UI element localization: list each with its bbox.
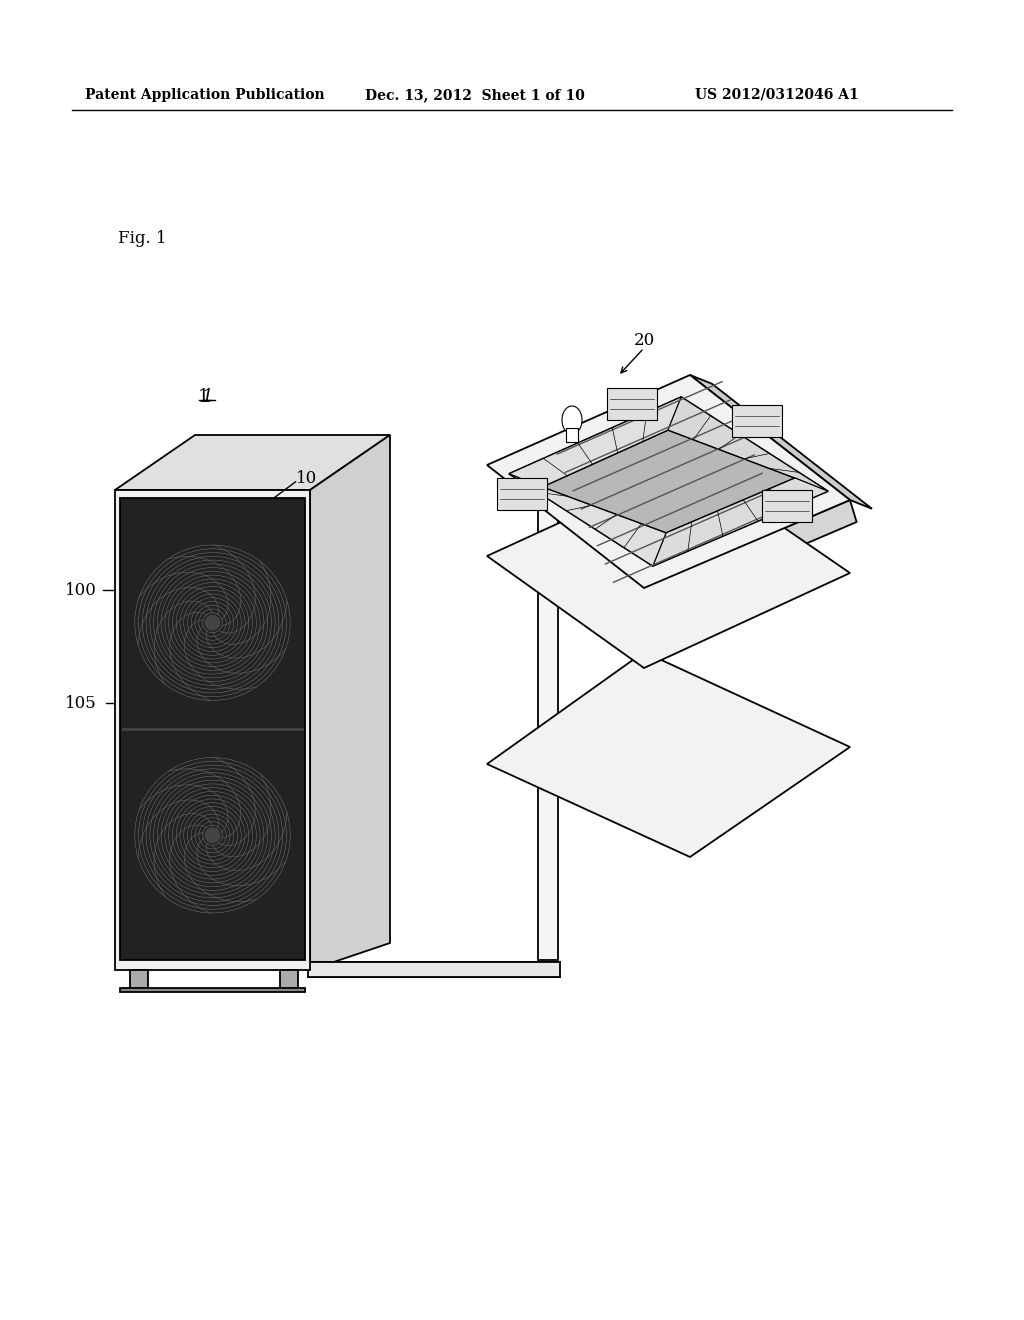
Polygon shape (487, 463, 850, 668)
Bar (308, 962, 560, 977)
Polygon shape (487, 652, 850, 857)
Bar (130, 970, 148, 990)
Polygon shape (487, 375, 850, 587)
Bar (762, 490, 812, 521)
Polygon shape (120, 498, 305, 960)
Polygon shape (509, 397, 828, 566)
Text: Fig. 1: Fig. 1 (118, 230, 167, 247)
Ellipse shape (562, 407, 582, 434)
Polygon shape (310, 436, 390, 970)
Bar (538, 506, 558, 960)
Bar (566, 428, 578, 442)
Text: Patent Application Publication: Patent Application Publication (85, 88, 325, 102)
Bar (497, 478, 547, 510)
Text: 1: 1 (198, 388, 209, 407)
Text: US 2012/0312046 A1: US 2012/0312046 A1 (695, 88, 859, 102)
Polygon shape (542, 430, 795, 533)
Polygon shape (115, 436, 390, 490)
Text: 100: 100 (65, 582, 97, 599)
Text: Dec. 13, 2012  Sheet 1 of 10: Dec. 13, 2012 Sheet 1 of 10 (365, 88, 585, 102)
Bar (280, 970, 298, 990)
Text: 10: 10 (296, 470, 317, 487)
Bar (607, 388, 657, 420)
Text: 1: 1 (202, 388, 213, 407)
Text: 20: 20 (634, 333, 655, 348)
Ellipse shape (204, 614, 221, 631)
Bar (120, 987, 305, 993)
Text: 105: 105 (65, 696, 96, 711)
Polygon shape (115, 490, 310, 970)
Polygon shape (509, 397, 681, 487)
Polygon shape (690, 375, 872, 508)
Ellipse shape (204, 826, 221, 843)
Text: 30: 30 (610, 755, 631, 772)
Polygon shape (509, 474, 666, 566)
Polygon shape (653, 478, 828, 566)
Polygon shape (668, 397, 828, 491)
Polygon shape (308, 962, 560, 977)
Bar (732, 405, 782, 437)
Polygon shape (644, 500, 857, 610)
